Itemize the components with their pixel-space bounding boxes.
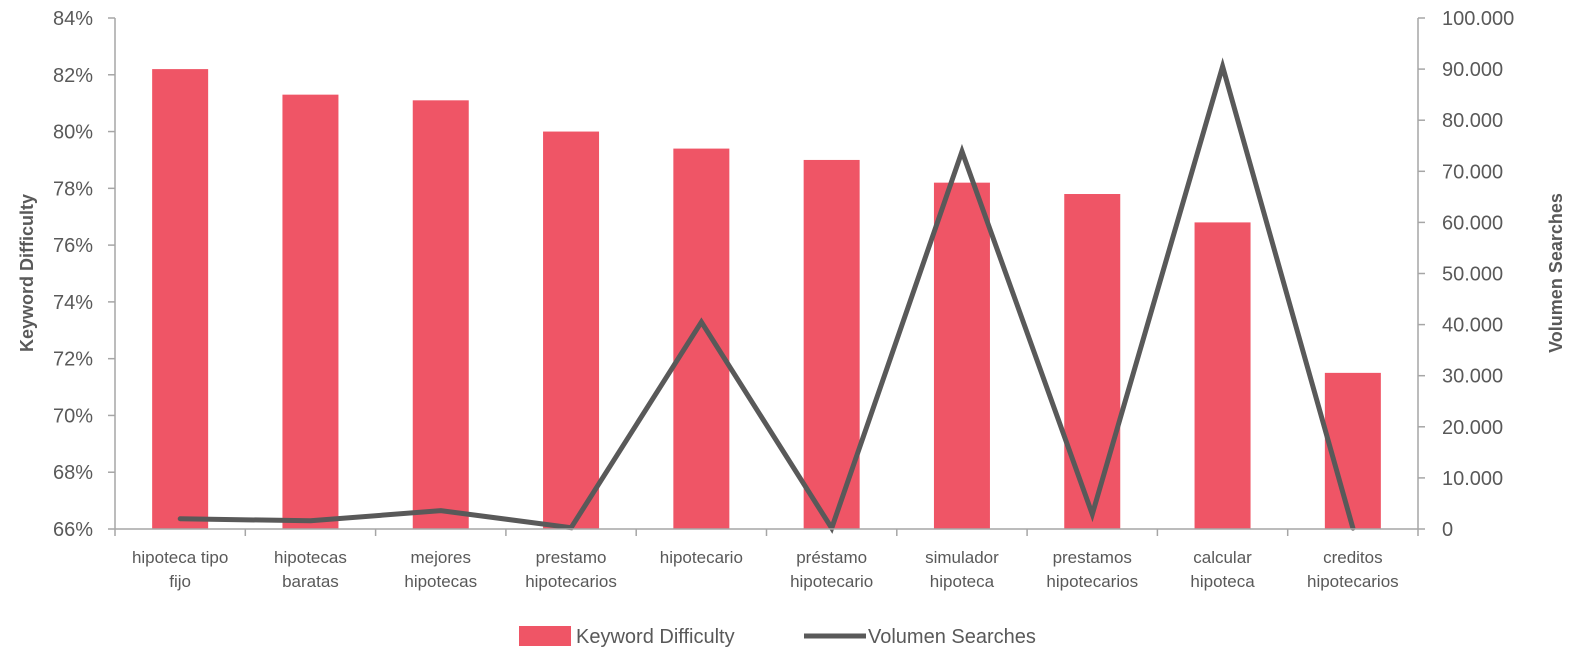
bar-3 [543,131,600,530]
left-tick-label: 82% [53,65,93,87]
right-tick-label: 80.000 [1442,110,1503,132]
left-tick-label: 76% [53,235,93,257]
bar-9 [1324,372,1381,529]
bar-8 [1194,222,1251,529]
category-label: creditos hipotecarios [1307,548,1399,591]
right-tick-label: 90.000 [1442,59,1503,81]
left-tick-label: 68% [53,462,93,484]
legend-swatch-keyword-difficulty [519,626,571,646]
category-label: hipoteca tipo fijo [132,548,228,591]
bar-7 [1064,194,1121,529]
right-axis-title: Volumen Searches [1546,193,1566,353]
bar-0 [152,69,209,529]
left-tick-label: 66% [53,519,93,541]
category-label: hipotecas baratas [274,548,347,591]
bar-4 [673,148,730,530]
category-label: simulador hipoteca [925,548,999,591]
left-axis-title: Keyword Difficulty [17,194,37,352]
right-tick-label: 40.000 [1442,315,1503,337]
left-tick-label: 72% [53,349,93,371]
legend-label-keyword-difficulty: Keyword Difficulty [576,626,735,648]
left-tick-label: 70% [53,405,93,427]
category-label: hipotecario [660,548,743,567]
legend-label-volumen-searches: Volumen Searches [868,626,1036,648]
right-tick-label: 30.000 [1442,366,1503,388]
left-tick-label: 80% [53,122,93,144]
right-tick-label: 50.000 [1442,264,1503,286]
right-tick-label: 60.000 [1442,212,1503,234]
category-labels: hipoteca tipo fijo hipotecas baratas mejores… [114,529,1419,591]
right-tick-label: 10.000 [1442,468,1503,490]
left-axis-ticks: 66% 68% 70% 72% 74% 76% 78% 80% 82% 84% [53,8,115,541]
bar-2 [412,100,469,530]
volumen-searches-line [177,57,1356,534]
category-label: prestamos hipotecarios [1046,548,1138,591]
category-label: mejores hipotecas [404,548,477,591]
category-label: prestamo hipotecarios [525,548,617,591]
category-label: calcular hipoteca [1190,548,1255,591]
bar-series [152,69,1381,530]
left-tick-label: 78% [53,178,93,200]
left-tick-label: 84% [53,8,93,30]
right-axis-ticks: 0 10.000 20.000 30.000 40.000 50.000 60.000 70.… [1418,8,1514,541]
legend: Keyword Difficulty Volumen Searches [519,626,1036,648]
right-tick-label: 20.000 [1442,417,1503,439]
line-series [177,57,1356,534]
right-tick-label: 100.000 [1442,8,1514,30]
right-tick-label: 70.000 [1442,161,1503,183]
left-tick-label: 74% [53,292,93,314]
right-tick-label: 0 [1442,519,1453,541]
bar-6 [933,182,990,529]
bar-1 [282,94,339,530]
category-label: préstamo hipotecario [790,548,873,591]
